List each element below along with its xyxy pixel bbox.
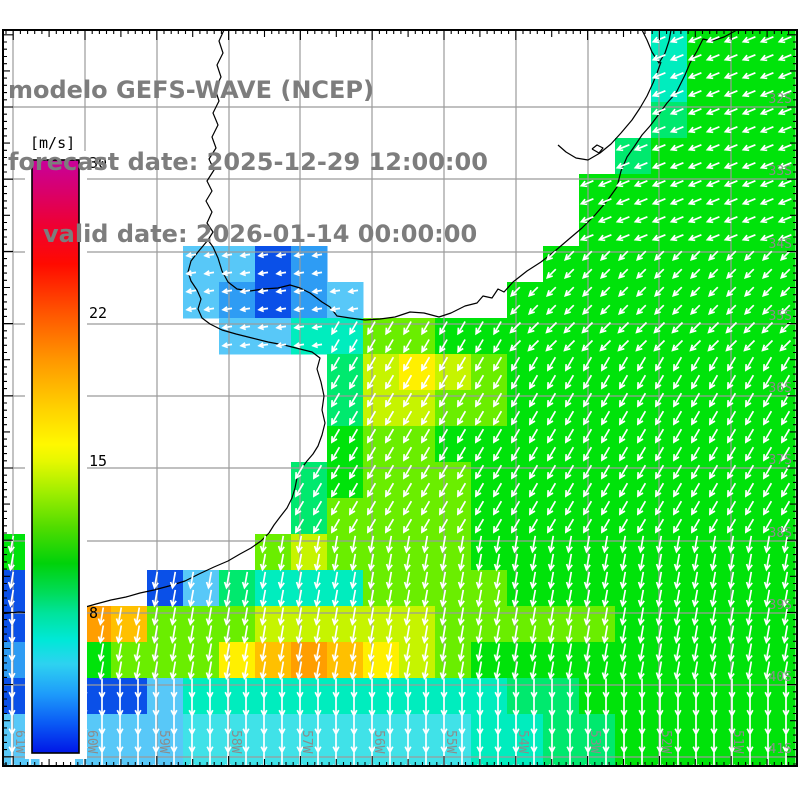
svg-text:37S: 37S	[769, 453, 792, 468]
svg-text:32S: 32S	[769, 92, 792, 107]
svg-text:51W: 51W	[730, 730, 745, 754]
coastline	[3, 30, 738, 615]
svg-text:34S: 34S	[769, 237, 792, 252]
colorbar: [m/s] 30 22 15 8	[25, 134, 107, 759]
svg-text:53W: 53W	[587, 730, 602, 754]
svg-text:56W: 56W	[371, 730, 386, 754]
colorbar-tick: 30	[89, 154, 107, 172]
colorbar-tick: 22	[89, 304, 107, 322]
axis-ticks	[3, 30, 797, 766]
svg-text:41S: 41S	[769, 742, 792, 757]
svg-text:60W: 60W	[84, 730, 99, 754]
coastline	[557, 61, 662, 161]
svg-text:54W: 54W	[515, 730, 530, 754]
svg-text:36S: 36S	[769, 381, 792, 396]
svg-text:52W: 52W	[658, 730, 673, 754]
svg-text:35S: 35S	[769, 309, 792, 324]
svg-text:39S: 39S	[769, 598, 792, 613]
svg-text:55W: 55W	[443, 730, 458, 754]
coastline	[591, 144, 604, 154]
latitude-labels: 32S 33S 34S 35S 36S 37S 38S 39S 40S 41S	[769, 92, 792, 757]
colorbar-tick: 15	[89, 452, 107, 470]
longitude-labels: 61W 60W 59W 58W 57W 56W 55W 54W 53W 52W 51W	[12, 730, 745, 754]
colorbar-tick: 8	[89, 604, 98, 622]
coastline	[641, 30, 672, 64]
colorbar-unit: [m/s]	[30, 134, 75, 152]
svg-text:38S: 38S	[769, 526, 792, 541]
map-frame	[2, 29, 798, 767]
svg-text:33S: 33S	[769, 164, 792, 179]
svg-text:58W: 58W	[228, 730, 243, 754]
svg-text:59W: 59W	[156, 730, 171, 754]
svg-text:61W: 61W	[12, 730, 27, 754]
coastline	[205, 30, 225, 241]
svg-text:40S: 40S	[769, 670, 792, 685]
svg-text:57W: 57W	[299, 730, 314, 754]
colorbar-gradient	[31, 159, 80, 754]
